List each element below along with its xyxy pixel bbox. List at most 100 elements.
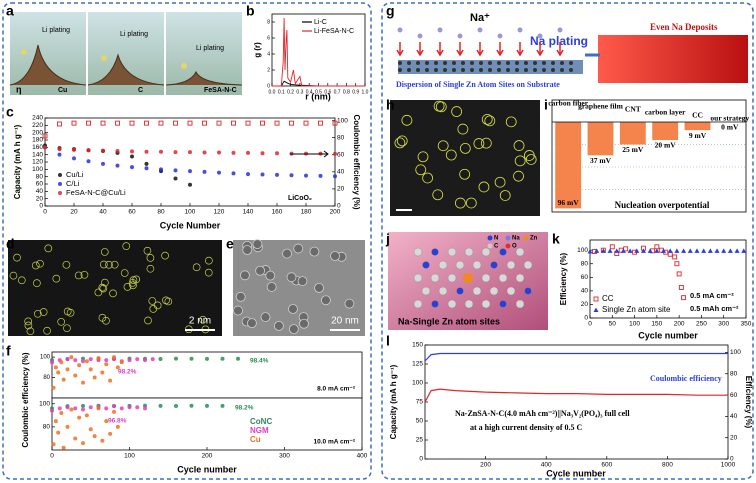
panel-letter: a [6,3,14,19]
atom-ring [98,283,107,292]
data-point [275,151,279,156]
x-axis-label: Cycle number [177,464,237,474]
atom [181,63,187,69]
data-point [59,360,64,365]
atom-ring [401,114,413,126]
panel-letter: j [385,231,390,247]
particle [344,298,355,309]
y-axis-label: Coulombic efficiency (%) [21,352,30,447]
data-point [43,145,47,150]
atom-ring [417,151,429,163]
panel-letter: f [6,343,11,359]
substrate-atom [434,61,438,65]
arrow [516,42,524,57]
substrate-atom [524,61,528,65]
particle [252,239,263,249]
x-tick-label: 80 [157,209,165,216]
x-axis-label: Cycle number [638,330,698,340]
y-tick-label: 20 [581,301,589,308]
data-point [594,248,600,253]
x-tick-label: 0 [50,453,54,460]
arrow [456,42,464,57]
atom-ring [9,271,18,280]
atom-ring [44,244,53,253]
substrate-atom [542,61,546,65]
data-point [318,173,323,178]
y-tick-label: 80 [43,375,50,381]
x-tick-label: 0 [43,209,47,216]
legend-label: NGM [250,426,269,435]
atom [430,273,440,283]
data-point [115,149,120,153]
atom-ring [459,143,471,154]
data-point [672,254,678,260]
data-point [714,248,720,253]
substrate-atom [398,61,402,65]
arrow [496,42,504,57]
data-point [647,248,653,253]
data-point [274,120,280,126]
data-point [217,170,221,175]
atom-ring [435,101,447,113]
data-point [620,248,626,253]
atom-ring [161,251,169,260]
value-label: 0 mV [721,123,739,132]
annotation: 98.4% [250,358,269,365]
data-point [101,161,105,166]
data-point [57,406,62,411]
ion [437,27,443,33]
x-tick-label: 200 [330,209,341,216]
data-point [220,403,225,408]
data-point [72,156,76,161]
atom-ring [396,135,408,147]
x-tick-label: 800 [662,462,673,469]
y2-tick-label: 80 [337,134,345,141]
atom [481,273,491,283]
y-tick-label: 100 [32,166,43,173]
atom-ring [478,181,490,193]
legend-label: Na [512,236,520,242]
value-label: 37 mV [590,156,612,165]
legend-marker [58,191,62,195]
data-point [654,248,660,253]
y2-tick-label: 100 [730,349,741,356]
left-frame [2,2,372,480]
ion [417,33,423,39]
data-point [119,360,124,365]
data-point [289,120,294,126]
legend-marker [487,243,493,249]
atom [447,247,457,257]
atom [498,273,508,283]
data-point [174,356,178,361]
y2-tick-label: 20 [730,434,738,441]
atom [431,300,439,308]
data-point [333,151,337,156]
atom-ring [144,316,152,325]
data-point [135,357,140,362]
atom-ring [102,316,110,325]
data-point [127,358,132,363]
annotation: Nucleation overpotential [615,200,710,210]
particle [288,324,299,335]
data-point [600,248,606,253]
bar [555,122,582,209]
legend-label: Li-FeSA-N-C [314,28,354,35]
x-tick-label: 140 [243,209,254,216]
data-point [108,431,113,436]
label: η [16,84,22,94]
y-tick-label: 220 [32,122,43,129]
substrate-atom [488,68,492,72]
particle [260,312,271,322]
y-tick-label: 80 [43,424,51,431]
substrate-atom [461,68,465,72]
label: C [138,87,143,94]
y-tick-label: 40 [36,188,44,195]
data-point [231,150,236,155]
data-point [202,120,207,126]
atom-ring [120,269,129,277]
data-point [217,150,221,155]
data-point [72,147,76,152]
legend-label: C [494,244,499,250]
label: Li plating [42,27,70,34]
